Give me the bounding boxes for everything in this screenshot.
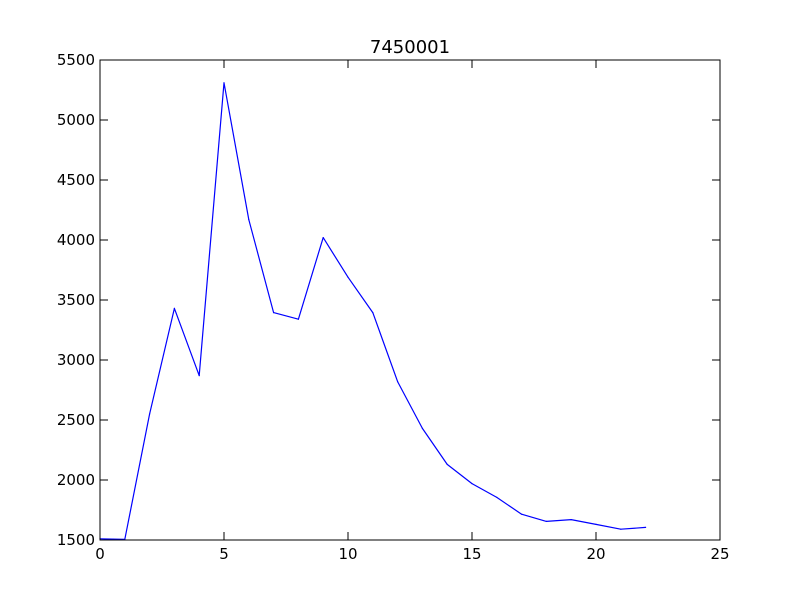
x-tick-label: 10 [338,545,357,563]
data-point [149,413,151,415]
data-point [223,82,225,84]
data-point [198,375,200,377]
data-point [570,519,572,521]
y-tick-label: 1500 [57,531,95,549]
x-axis: 0 5 10 15 20 25 [95,60,730,563]
data-point [595,523,597,526]
data-point [645,526,647,529]
series-line [99,82,646,541]
data-point [173,307,175,309]
y-tick-label: 4500 [57,171,95,189]
data-point [297,318,299,320]
plot-frame [99,59,721,541]
data-point [372,312,374,314]
y-tick-label: 2500 [57,411,95,429]
data-point [347,276,349,278]
data-point [421,427,423,429]
chart-title: 7450001 [370,37,450,58]
y-axis: 1500 2000 2500 3000 3500 4000 4500 5000 5500 [57,51,720,549]
data-point [273,312,275,314]
y-tick-label: 4000 [57,231,95,249]
data-point [471,483,473,485]
y-tick-label: 3000 [57,351,95,369]
y-tick-label: 5000 [57,111,95,129]
data-point [521,513,523,515]
x-tick-label: 15 [462,545,481,563]
data-point [496,496,498,498]
series-layer [99,82,647,541]
x-tick-label: 0 [95,545,105,563]
y-tick-label: 5500 [57,51,95,69]
data-point [446,463,448,465]
x-tick-label: 20 [586,545,605,563]
data-point [248,219,250,221]
data-point [545,520,548,523]
x-tick-label: 5 [219,545,229,563]
y-tick-label: 2000 [57,471,95,489]
data-point [397,381,399,383]
data-point [322,237,324,239]
x-tick-label: 25 [710,545,729,563]
data-point [620,528,622,530]
y-tick-label: 3500 [57,291,95,309]
